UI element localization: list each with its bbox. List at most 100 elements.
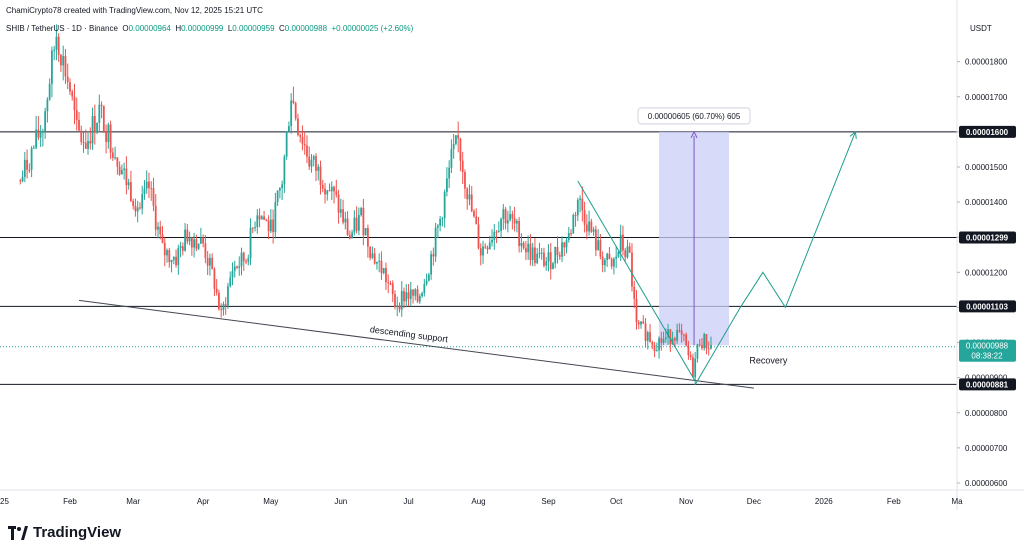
candle-body — [414, 289, 417, 296]
candle-body — [479, 248, 482, 256]
candle-body — [603, 259, 606, 266]
candle-body — [19, 180, 22, 182]
candle-body — [443, 191, 446, 219]
candle-body — [671, 338, 674, 344]
candle-body — [409, 289, 412, 299]
candle-body — [51, 50, 53, 84]
candle-body — [477, 224, 480, 249]
candle-body — [680, 330, 683, 335]
candle-body — [669, 329, 672, 344]
candle-body — [367, 228, 369, 247]
candle-body — [274, 202, 277, 233]
projection-path — [694, 131, 856, 385]
candle-body — [696, 344, 699, 359]
candle-body — [543, 252, 545, 266]
candle-body — [179, 246, 182, 249]
y-tick-label: 0.00001400 — [965, 198, 1008, 207]
candle-body — [152, 188, 155, 206]
candle-body — [26, 159, 28, 170]
candle-body — [186, 229, 189, 242]
y-tick-label: 0.00000600 — [965, 479, 1008, 488]
candle-body — [425, 280, 428, 284]
candle-body — [247, 258, 250, 262]
candle-body — [233, 266, 236, 272]
candle-body — [324, 188, 326, 195]
candle-body — [285, 131, 288, 157]
candle-body — [502, 209, 505, 219]
y-tick-label: 0.00001800 — [965, 58, 1008, 67]
candle-body — [574, 215, 577, 217]
candle-body — [450, 149, 453, 168]
candle-body — [570, 233, 572, 235]
candle-body — [655, 350, 658, 352]
level-price-tag — [959, 378, 1016, 391]
candle-body — [276, 190, 279, 203]
candle-body — [342, 209, 344, 223]
candle-body — [269, 219, 272, 232]
x-tick-label: May — [263, 497, 278, 506]
candle-body — [385, 268, 387, 283]
x-tick-label: Jul — [403, 497, 413, 506]
candle-body — [224, 304, 227, 306]
candle-body — [662, 339, 665, 343]
candle-body — [66, 76, 69, 83]
candle-body — [685, 334, 688, 346]
candle-body — [441, 218, 444, 220]
candle-body — [41, 131, 44, 133]
candle-body — [421, 293, 423, 297]
x-tick-label: Ma — [951, 497, 963, 506]
candle-body — [486, 247, 489, 250]
candle-body — [637, 322, 640, 325]
candle-body — [427, 274, 430, 281]
open-label: O — [122, 24, 129, 33]
candle-body — [446, 178, 448, 192]
candle-body — [522, 242, 525, 249]
candle-body — [373, 253, 376, 264]
candle-body — [515, 220, 518, 224]
candle-body — [127, 182, 130, 186]
candle-body — [206, 257, 209, 266]
candle-body — [134, 205, 137, 212]
candle-body — [199, 237, 202, 244]
candle-body — [642, 321, 645, 324]
level-price-tag — [959, 231, 1016, 244]
high-label: H — [175, 24, 182, 33]
candle-body — [529, 243, 532, 261]
candle-body — [111, 152, 114, 158]
candle-body — [594, 229, 597, 251]
x-tick-label: Feb — [63, 497, 77, 506]
candle-body — [626, 246, 629, 258]
candle-body — [378, 260, 381, 262]
candle-body — [653, 344, 656, 352]
candle-body — [646, 332, 649, 341]
candle-body — [306, 145, 308, 157]
candle-body — [218, 292, 220, 310]
candle-body — [102, 105, 105, 132]
candle-body — [687, 345, 690, 356]
candle-body — [310, 159, 313, 167]
candle-body — [497, 230, 500, 232]
tradingview-logo[interactable]: TradingView — [8, 524, 121, 541]
candle-body — [588, 221, 590, 232]
candle-body — [615, 256, 618, 259]
candle-body — [46, 99, 49, 112]
candle-body — [439, 218, 442, 226]
candle-body — [545, 261, 548, 266]
candle-body — [236, 266, 238, 268]
symbol-name: SHIB / TetherUS · 1D · Binance — [6, 24, 118, 33]
candle-body — [682, 334, 685, 336]
candle-body — [21, 176, 24, 182]
candle-body — [592, 229, 595, 232]
candle-body — [114, 157, 117, 159]
candle-body — [136, 207, 139, 212]
candle-body — [556, 246, 559, 256]
candle-body — [87, 141, 89, 149]
candle-body — [511, 214, 514, 219]
candle-body — [536, 253, 539, 264]
x-tick-label: 2026 — [815, 497, 833, 506]
candle-body — [288, 126, 290, 132]
y-tick-label: 0.00000800 — [965, 409, 1008, 418]
candle-body — [416, 289, 419, 302]
candle-body — [62, 55, 65, 66]
